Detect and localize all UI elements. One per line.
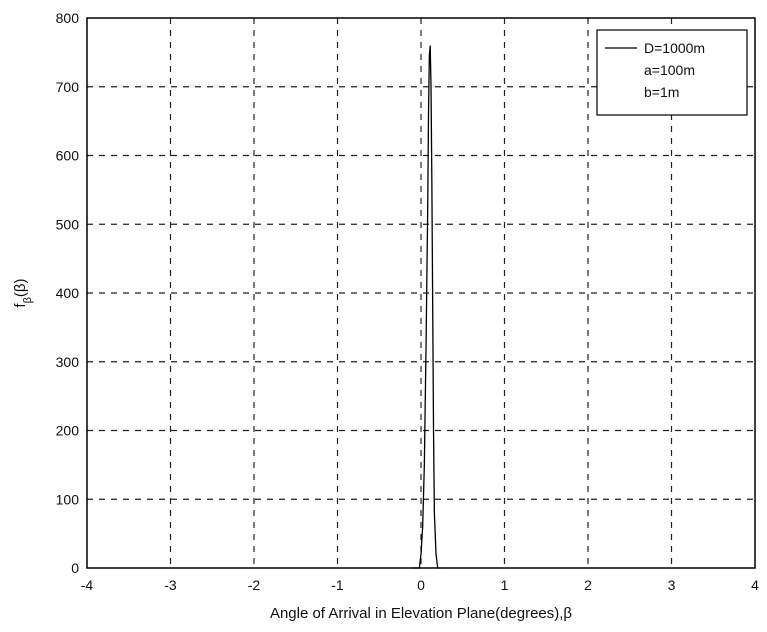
legend-box (596, 29, 748, 116)
series-line (410, 45, 441, 569)
legend: D=1000m a=100m b=1m (596, 29, 748, 116)
legend-entry-b: b=1m (644, 84, 679, 100)
series-layer (410, 45, 441, 569)
y-tick-label: 800 (56, 10, 80, 26)
x-axis-label: Angle of Arrival in Elevation Plane(degr… (270, 605, 572, 622)
y-tick-label: 0 (71, 560, 79, 576)
y-tick-label: 300 (56, 354, 80, 370)
y-axis-label: fβ(β) (12, 278, 34, 307)
x-tick-label: -4 (81, 577, 94, 593)
x-tick-label: 0 (417, 577, 425, 593)
x-tick-label: -3 (164, 577, 177, 593)
legend-entry-d: D=1000m (644, 40, 705, 56)
y-tick-label: 600 (56, 148, 80, 164)
plot-frame (86, 17, 756, 569)
x-tick-label: 3 (668, 577, 676, 593)
y-tick-label: 700 (56, 79, 80, 95)
x-tick-label: -2 (248, 577, 261, 593)
y-axis-label-sub: β (22, 297, 34, 303)
x-tick-label: 2 (584, 577, 592, 593)
y-tick-labels: 0 100 200 300 400 500 600 700 800 (56, 10, 80, 576)
y-tick-label: 500 (56, 216, 80, 232)
legend-entry-a: a=100m (644, 62, 695, 78)
y-axis-label-main: f (12, 303, 29, 308)
y-tick-label: 400 (56, 285, 80, 301)
x-tick-label: 4 (751, 577, 759, 593)
grid-lines (87, 18, 755, 568)
svg-text:fβ(β): fβ(β) (12, 278, 34, 307)
y-tick-label: 100 (56, 491, 80, 507)
y-tick-label: 200 (56, 423, 80, 439)
x-tick-labels: -4 -3 -2 -1 0 1 2 3 4 (81, 577, 759, 593)
y-axis-label-paren: (β) (12, 278, 29, 297)
x-tick-label: -1 (331, 577, 344, 593)
x-tick-label: 1 (501, 577, 509, 593)
